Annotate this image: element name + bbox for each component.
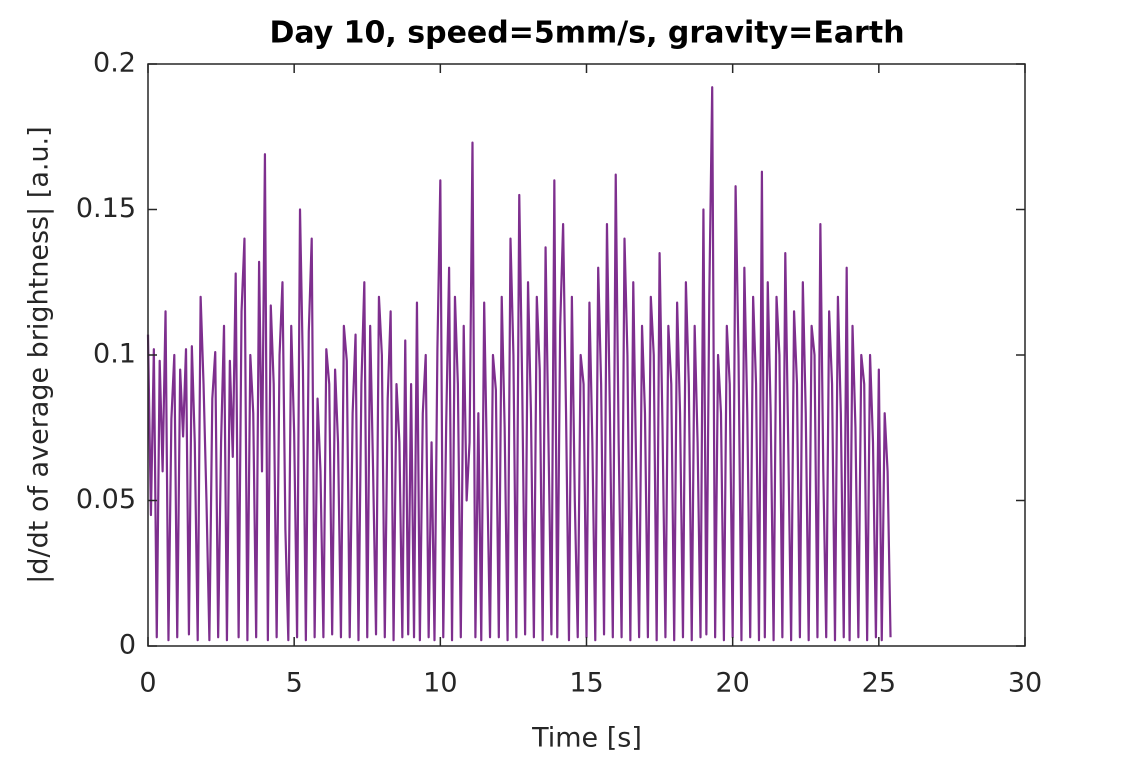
x-tick-label: 15: [569, 668, 603, 699]
y-tick-label: 0.2: [93, 48, 136, 79]
x-tick-label: 0: [139, 668, 156, 699]
x-tick-label: 10: [423, 668, 457, 699]
x-tick-label: 20: [715, 668, 749, 699]
y-axis-label: |d/dt of average brightness| [a.u.]: [24, 126, 55, 583]
x-tick-label: 25: [862, 668, 896, 699]
y-tick-label: 0.15: [76, 193, 136, 224]
y-tick-label: 0.1: [93, 339, 136, 370]
data-line: [146, 86, 892, 642]
y-tick-label: 0.05: [76, 484, 136, 515]
x-axis-label: Time [s]: [531, 723, 642, 754]
x-tick-label: 30: [1008, 668, 1042, 699]
chart-title: Day 10, speed=5mm/s, gravity=Earth: [269, 16, 904, 51]
y-tick-label: 0: [119, 630, 136, 661]
x-tick-label: 5: [286, 668, 303, 699]
